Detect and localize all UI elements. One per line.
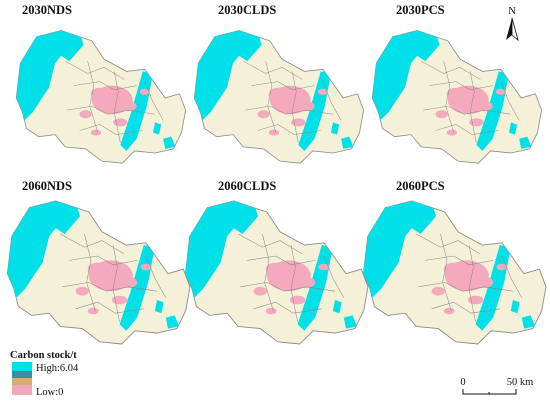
legend-swatch-low bbox=[12, 385, 32, 395]
legend-low-label: Low:0 bbox=[36, 387, 63, 398]
scale-zero-label: 0 bbox=[460, 377, 465, 388]
panel-title: 2060PCS bbox=[396, 179, 445, 193]
north-label: N bbox=[508, 6, 516, 17]
map-panel-2060PCS: 2060PCS bbox=[359, 179, 546, 344]
scale-end-label: 50 km bbox=[507, 377, 534, 388]
legend-swatch-mid2 bbox=[12, 378, 32, 385]
panel-title: 2060NDS bbox=[22, 179, 72, 193]
map-panel-2060CLDS: 2060CLDS bbox=[181, 179, 368, 344]
legend: Carbon stock/t High:6.04 Low:0 bbox=[10, 350, 79, 398]
legend-high-label: High:6.04 bbox=[36, 363, 79, 374]
legend-swatch-mid1 bbox=[12, 371, 32, 378]
legend-title: Carbon stock/t bbox=[10, 350, 77, 361]
legend-swatch-high bbox=[12, 362, 32, 371]
north-arrow-right-half bbox=[511, 17, 519, 42]
scale-bar-line bbox=[462, 389, 517, 395]
panel-title: 2030CLDS bbox=[218, 3, 276, 17]
north-arrow-left-half bbox=[506, 18, 512, 40]
map-panel-2030NDS: 2030NDS bbox=[12, 3, 185, 163]
panel-title: 2060CLDS bbox=[218, 179, 276, 193]
panel-title: 2030PCS bbox=[396, 3, 445, 17]
map-panel-2030PCS: 2030PCS bbox=[368, 3, 541, 163]
panel-title: 2030NDS bbox=[22, 3, 72, 17]
map-panel-2060NDS: 2060NDS bbox=[3, 179, 190, 344]
map-panel-2030CLDS: 2030CLDS bbox=[190, 3, 363, 163]
north-arrow: N bbox=[506, 6, 519, 42]
scale-bar: 0 50 km bbox=[460, 377, 534, 395]
